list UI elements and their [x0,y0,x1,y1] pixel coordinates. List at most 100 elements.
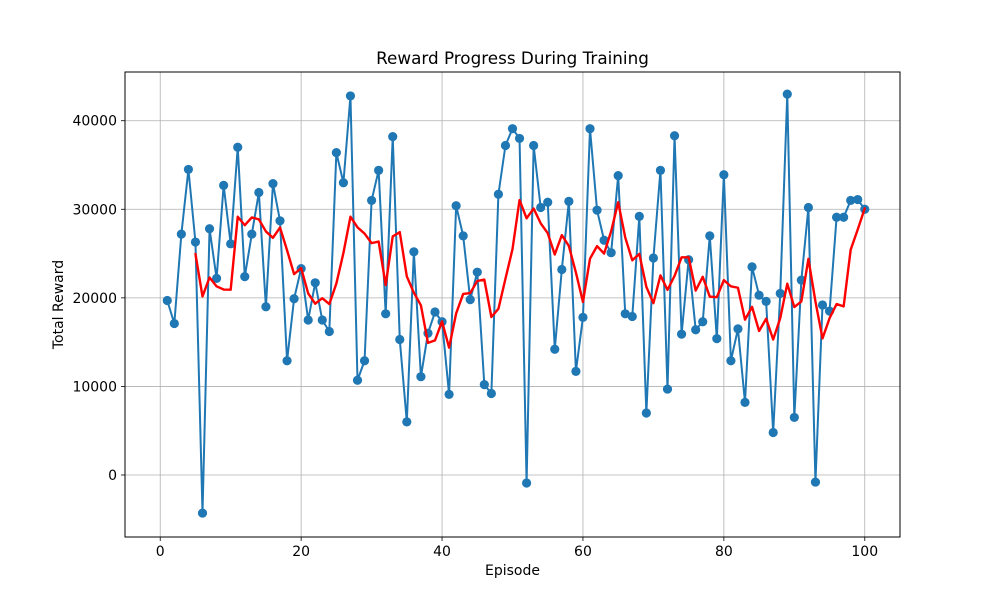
reward-point [507,124,518,134]
reward-point [317,315,327,325]
reward-point [303,315,313,325]
reward-point [395,334,405,345]
reward-point [176,229,186,239]
reward-point [331,148,341,158]
reward-point [641,408,651,418]
reward-point [240,272,250,282]
reward-point [761,296,771,306]
reward-point [247,229,257,239]
x-tick-label: 80 [715,544,733,560]
reward-point [472,267,482,277]
reward-point [458,231,468,241]
reward-point [768,427,778,438]
reward-point [381,309,391,319]
reward-point [219,180,229,190]
y-tick-label: 40000 [72,114,117,130]
reward-point [282,356,292,366]
y-tick-label: 0 [108,468,117,484]
reward-point [479,380,489,390]
reward-point [190,237,201,247]
reward-point [634,211,644,221]
reward-point [521,478,532,488]
reward-point [747,262,757,272]
reward-point [514,133,525,144]
reward-point [655,165,666,175]
reward-point [719,170,729,180]
reward-point [529,140,539,151]
reward-point [169,318,179,329]
reward-point [578,312,588,322]
reward-point [226,239,236,249]
ticks: 0 20 40 60 80 100 0 10000 20000 30000 40000 [72,114,878,560]
reward-point [676,329,687,339]
reward-point [698,317,708,327]
reward-point [289,294,299,304]
reward-point [430,307,440,317]
reward-point [536,202,546,213]
reward-point [691,325,701,335]
reward-point [846,195,856,206]
reward-point [831,212,842,222]
reward-point [451,201,461,211]
reward-point [754,290,764,300]
reward-point [564,196,574,206]
y-tick-label: 10000 [72,379,117,395]
reward-point [310,278,320,288]
reward-point [197,508,208,518]
reward-series-line [166,93,866,515]
reward-point [359,356,370,366]
reward-point [268,179,278,189]
reward-point [613,171,623,181]
reward-point [254,187,264,198]
reward-point [366,195,377,206]
reward-point [345,91,356,101]
reward-point [352,375,363,385]
plot-frame [124,71,901,538]
grid [125,72,900,537]
reward-point [444,389,454,399]
reward-point [571,366,581,376]
reward-point [606,248,616,258]
reward-point [853,194,863,205]
reward-point [416,372,426,382]
reward-point [705,231,715,241]
reward-point [817,300,828,310]
reward-point [374,165,384,175]
reward-point [486,388,496,399]
reward-point [648,253,659,263]
x-tick-label: 60 [574,544,592,560]
chart-title: Reward Progress During Training [376,48,649,68]
reward-point [803,202,814,213]
reward-point [204,224,215,234]
reward-point [465,295,475,305]
moving-average-line [194,198,866,349]
x-tick-label: 20 [292,544,310,560]
reward-point [402,417,412,427]
reward-point [712,334,722,344]
reward-point [543,197,553,207]
reward-point [669,131,680,141]
reward-point [211,273,222,283]
reward-point [493,189,504,199]
reward-point [275,216,285,226]
reward-point [261,302,271,312]
reward-point [839,212,849,222]
series-layer [162,89,870,518]
reward-point [627,311,637,322]
y-tick-label: 20000 [72,291,117,307]
x-tick-label: 100 [851,544,878,560]
reward-point [585,124,595,134]
reward-point [338,178,349,188]
reward-point [388,132,398,142]
reward-point [733,324,743,334]
reward-point [592,205,602,215]
reward-point [620,309,630,319]
reward-point [740,397,750,407]
x-tick-label: 40 [433,544,451,560]
reward-point [183,164,194,175]
reward-point [233,142,243,152]
reward-point [789,412,799,423]
reward-point [810,477,821,487]
reward-point [324,326,334,337]
